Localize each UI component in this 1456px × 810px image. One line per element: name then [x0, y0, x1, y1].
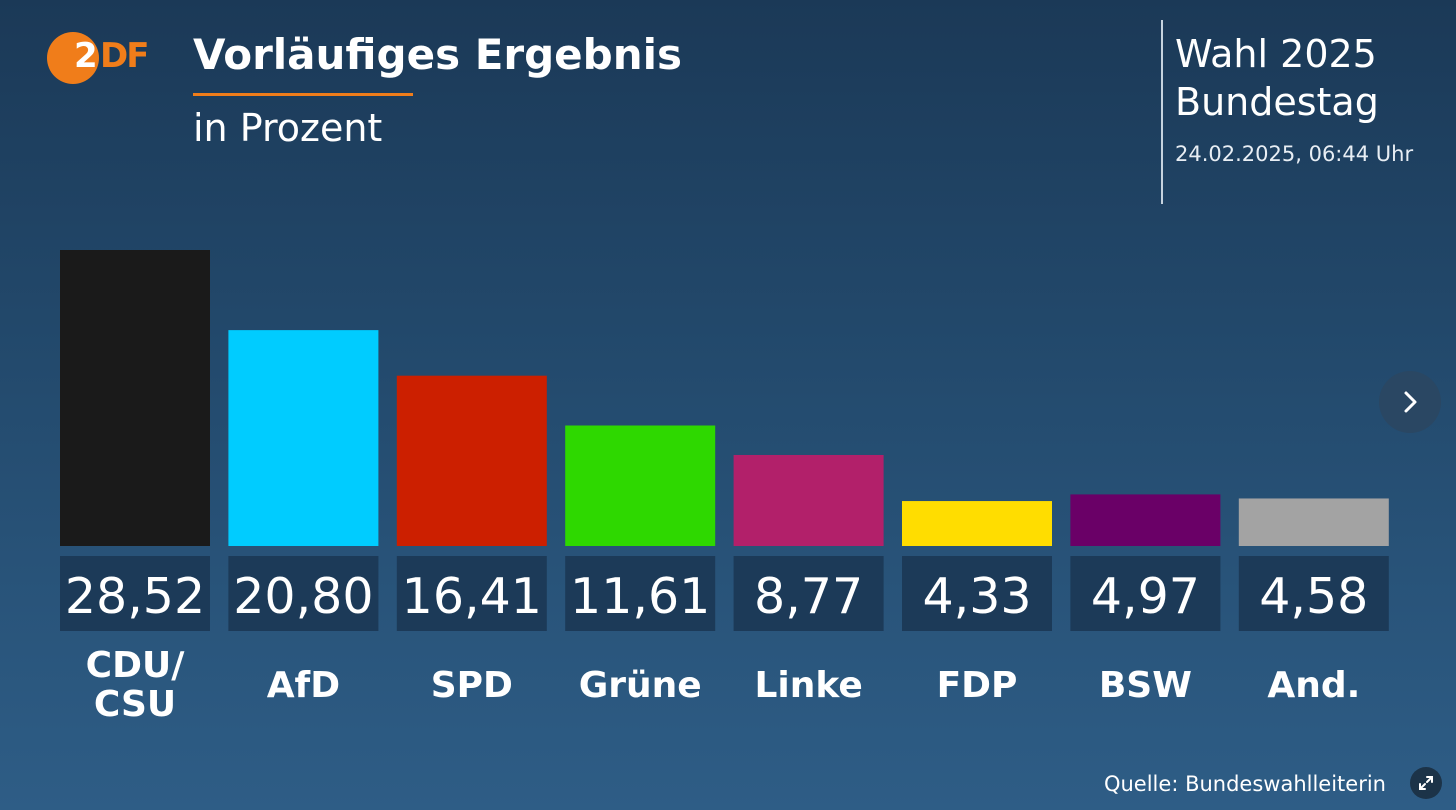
value-label-5: 4,33	[922, 568, 1031, 625]
value-label-1: 20,80	[233, 568, 373, 625]
chart-title: Vorläufiges Ergebnis	[193, 30, 683, 79]
bar-7	[1238, 498, 1389, 546]
zdf-logo-mark: 2	[74, 36, 98, 76]
bar-5	[902, 501, 1052, 546]
chart-subtitle: in Prozent	[193, 106, 383, 150]
title-underline	[193, 93, 413, 96]
category-label-2-0: SPD	[431, 665, 513, 706]
value-box-5	[902, 556, 1052, 631]
bar-0	[60, 250, 210, 546]
category-label-4-0: Linke	[754, 665, 862, 706]
bar-2	[396, 375, 547, 546]
election-body: Bundestag	[1175, 80, 1379, 124]
category-label-0-1: CSU	[94, 684, 176, 725]
expand-icon	[1419, 776, 1433, 790]
value-box-7	[1238, 556, 1389, 631]
election-name: Wahl 2025	[1175, 32, 1377, 76]
category-label-3-0: Grüne	[579, 665, 702, 706]
value-label-0: 28,52	[65, 568, 205, 625]
bar-3	[565, 425, 716, 546]
header-divider	[1161, 20, 1163, 204]
chevron-right-icon	[1404, 391, 1417, 413]
category-label-1-0: AfD	[267, 665, 340, 706]
zdf-logo-wordmark: DF	[100, 36, 149, 76]
value-label-2: 16,41	[402, 568, 542, 625]
value-label-4: 8,77	[754, 568, 863, 625]
value-box-1	[228, 556, 379, 631]
value-label-3: 11,61	[570, 568, 710, 625]
value-box-3	[565, 556, 716, 631]
bar-6	[1070, 494, 1221, 546]
category-label-5-0: FDP	[937, 665, 1018, 706]
bar-4	[733, 454, 884, 546]
value-label-7: 4,58	[1259, 568, 1368, 625]
category-label-0-0: CDU/	[86, 645, 186, 686]
value-box-4	[733, 556, 884, 631]
result-timestamp: 24.02.2025, 06:44 Uhr	[1175, 142, 1414, 166]
category-label-7-0: And.	[1267, 665, 1360, 706]
source-note: Quelle: Bundeswahlleiterin	[1103, 772, 1386, 796]
zdf-logo-disc	[47, 32, 99, 84]
expand-button[interactable]	[1410, 767, 1442, 799]
value-box-2	[396, 556, 547, 631]
value-label-6: 4,97	[1091, 568, 1200, 625]
value-box-6	[1070, 556, 1221, 631]
value-box-0	[60, 556, 210, 631]
zdf-logo: 2 DF	[44, 28, 149, 88]
category-label-6-0: BSW	[1099, 665, 1192, 706]
bar-1	[228, 330, 379, 546]
election-info: Wahl 2025 Bundestag	[1175, 30, 1379, 126]
next-chart-button[interactable]	[1379, 371, 1441, 433]
